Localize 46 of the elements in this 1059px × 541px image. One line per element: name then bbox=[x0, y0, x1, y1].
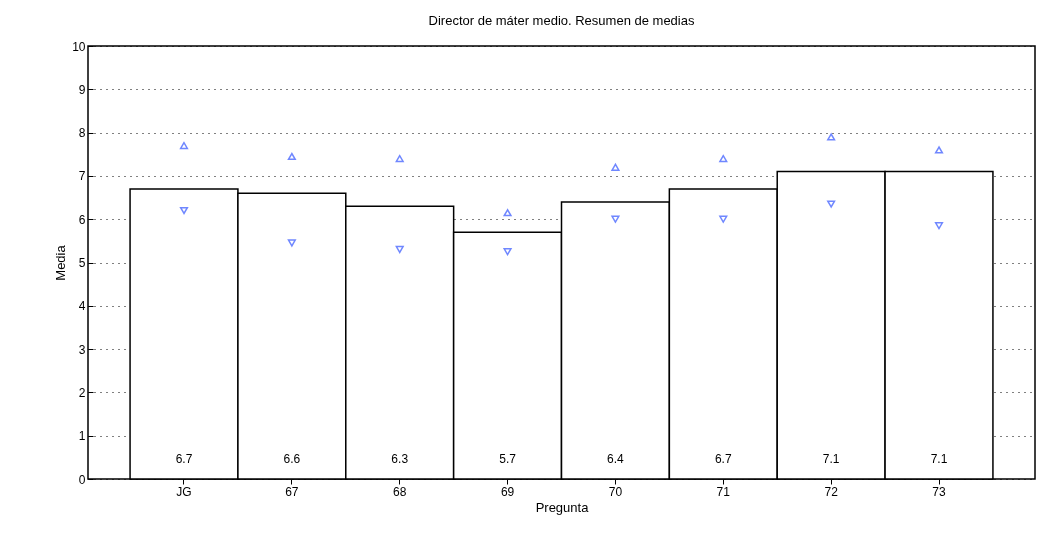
data-label: 6.3 bbox=[391, 452, 409, 466]
y-tick-label: 9 bbox=[78, 82, 86, 97]
point bbox=[179, 141, 189, 150]
point bbox=[503, 209, 512, 217]
x-tick-label: 68 bbox=[393, 484, 407, 499]
point bbox=[827, 133, 836, 141]
point bbox=[827, 200, 836, 208]
y-tick-label: 8 bbox=[78, 126, 86, 141]
y-tick-label: 1 bbox=[78, 429, 86, 444]
y-tick-label: 4 bbox=[78, 299, 86, 314]
data-label: 5.7 bbox=[499, 452, 517, 466]
data-label: 6.6 bbox=[283, 452, 301, 466]
point bbox=[934, 146, 944, 154]
y-tick-label: 7 bbox=[78, 169, 86, 184]
data-label: 6.4 bbox=[607, 452, 625, 466]
point bbox=[719, 154, 728, 163]
data-label: 6.7 bbox=[714, 452, 732, 466]
x-axis-title: Pregunta bbox=[535, 499, 590, 515]
x-tick-label: JG bbox=[176, 484, 192, 499]
chart-title: Director de máter medio. Resumen de medias bbox=[428, 13, 695, 28]
point bbox=[503, 248, 512, 256]
point bbox=[395, 245, 404, 254]
point bbox=[287, 152, 296, 161]
point bbox=[934, 222, 944, 230]
x-tick-label: 71 bbox=[716, 484, 731, 499]
x-tick-label: 73 bbox=[932, 484, 946, 499]
x-tick-label: 69 bbox=[500, 484, 515, 499]
data-label: 7.1 bbox=[930, 452, 948, 466]
point bbox=[611, 163, 620, 171]
y-tick-label: 0 bbox=[78, 472, 86, 487]
x-tick-label: 70 bbox=[608, 484, 623, 499]
point bbox=[287, 239, 296, 247]
y-tick-label: 2 bbox=[78, 385, 86, 400]
y-tick-label: 5 bbox=[78, 256, 86, 270]
y-tick-label: 3 bbox=[78, 342, 86, 357]
x-tick-label: 67 bbox=[285, 484, 299, 499]
data-label: 7.1 bbox=[822, 452, 840, 466]
point bbox=[395, 154, 404, 163]
y-tick-label: 6 bbox=[78, 212, 86, 227]
x-tick-label: 72 bbox=[824, 484, 839, 499]
data-label: 6.7 bbox=[175, 452, 193, 466]
point bbox=[611, 215, 620, 223]
y-axis-title: Media bbox=[53, 244, 69, 281]
point bbox=[179, 206, 189, 215]
y-tick-label: 10 bbox=[72, 39, 86, 54]
point bbox=[719, 215, 728, 223]
